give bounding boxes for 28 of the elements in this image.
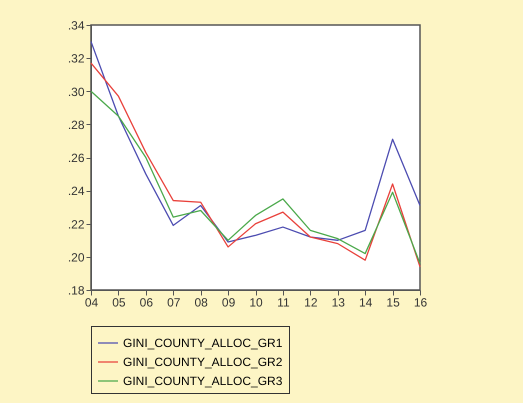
x-tick-label: 13 xyxy=(332,296,346,310)
y-tick-label: .24 xyxy=(68,184,85,198)
x-tick-label: 11 xyxy=(277,296,290,310)
x-tick-label: 08 xyxy=(194,296,208,310)
y-tick-label: .32 xyxy=(68,52,85,66)
x-tick-label: 04 xyxy=(84,296,98,310)
y-tick-label: .34 xyxy=(68,18,85,32)
legend-label: GINI_COUNTY_ALLOC_GR1 xyxy=(123,336,283,350)
x-tick-label: 16 xyxy=(414,296,428,310)
y-tick-label: .28 xyxy=(68,118,85,132)
y-tick-label: .22 xyxy=(68,217,85,232)
x-tick-label: 15 xyxy=(386,296,400,310)
x-tick-label: 14 xyxy=(358,296,373,310)
x-tick-label: 12 xyxy=(304,296,318,310)
y-tick-label: .18 xyxy=(68,284,85,298)
y-tick-label: .26 xyxy=(68,151,85,165)
legend-label: GINI_COUNTY_ALLOC_GR2 xyxy=(123,355,283,369)
x-tick-label: 06 xyxy=(140,296,154,310)
y-tick-label: .20 xyxy=(68,250,85,264)
x-tick-label: 09 xyxy=(222,296,236,310)
line-series xyxy=(90,40,421,243)
line-series xyxy=(90,90,421,264)
legend-label: GINI_COUNTY_ALLOC_GR3 xyxy=(123,374,283,388)
x-tick-label: 10 xyxy=(249,296,263,310)
y-tick-label: .30 xyxy=(68,84,85,99)
line-series xyxy=(90,62,421,268)
x-tick-label: 05 xyxy=(112,296,126,310)
x-tick-label: 07 xyxy=(167,296,181,310)
